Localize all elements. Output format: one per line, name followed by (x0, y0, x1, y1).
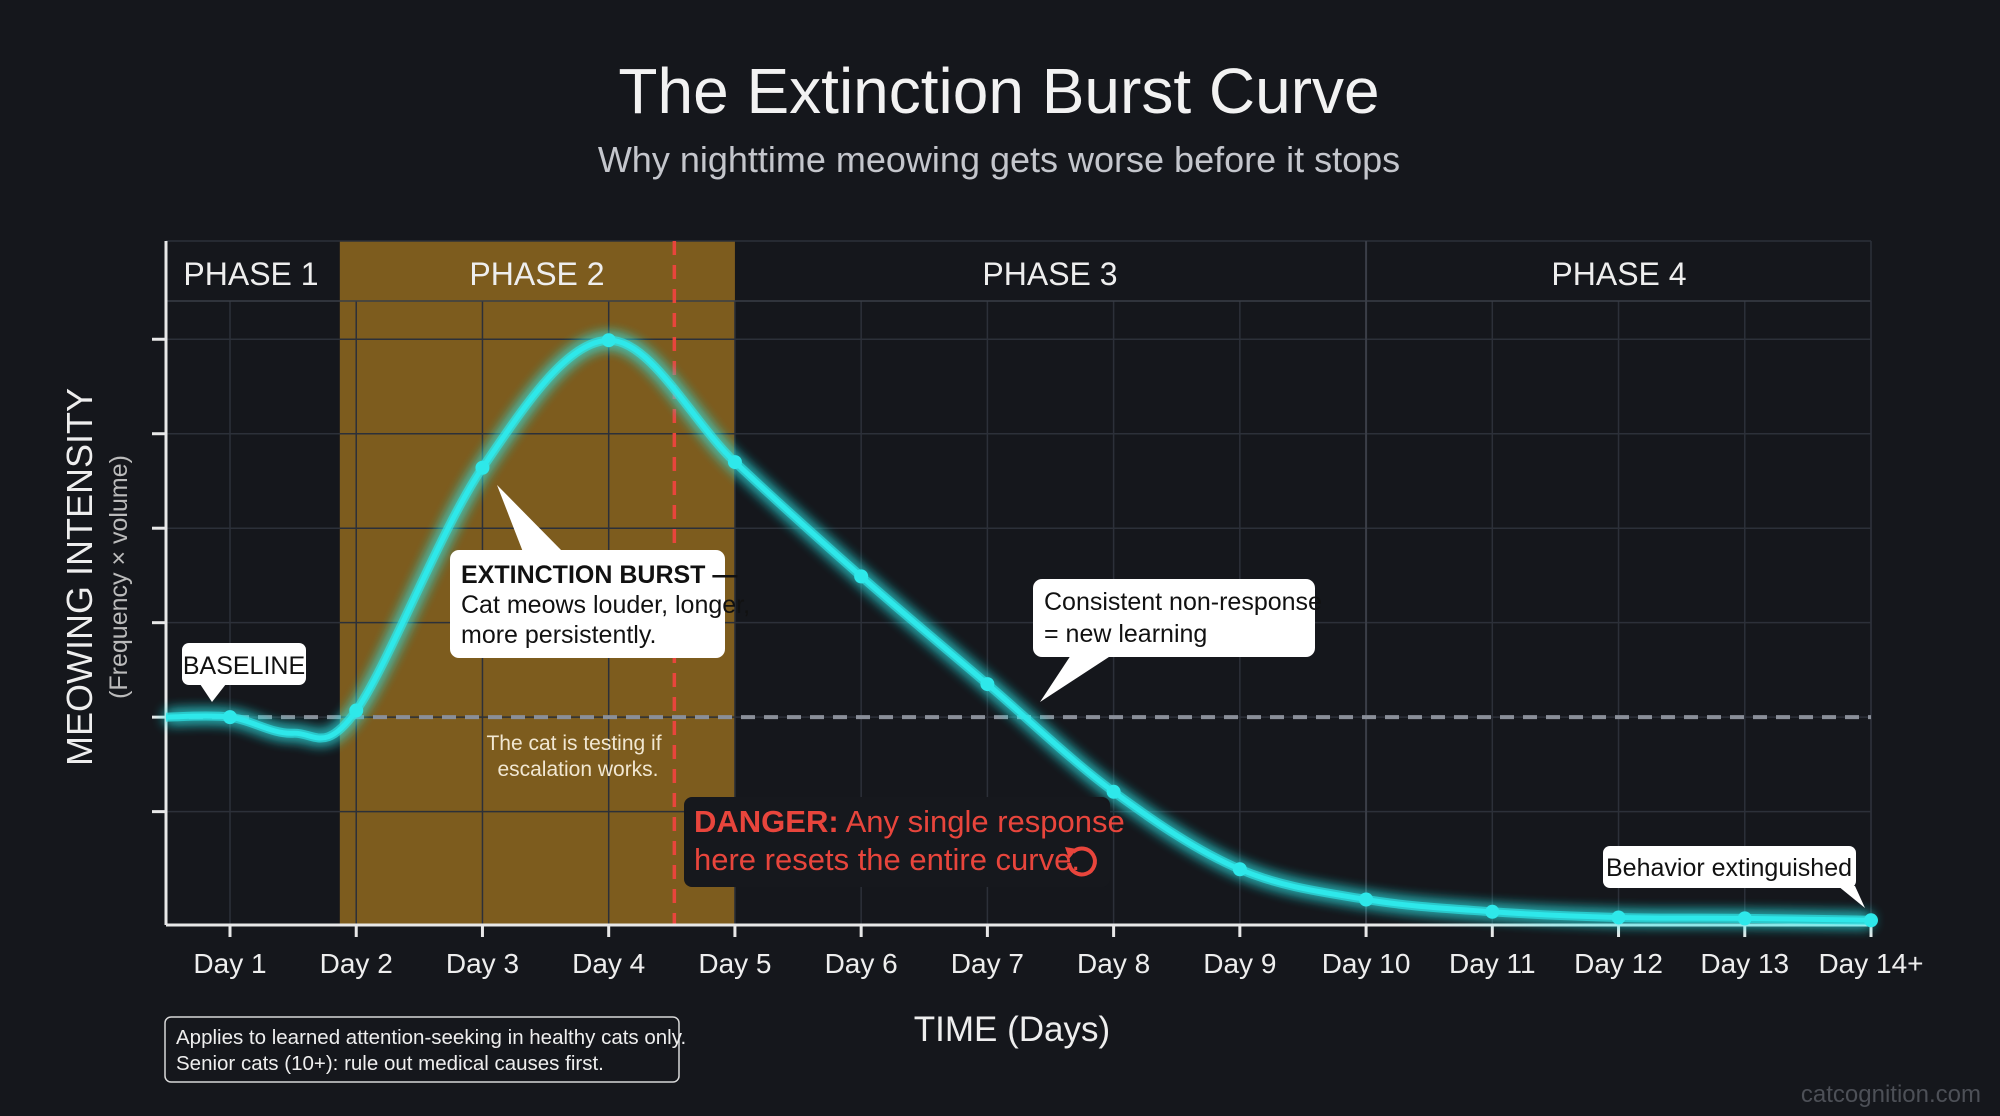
x-tick-label: Day 14+ (1818, 948, 1923, 979)
data-point (727, 455, 742, 470)
data-points (223, 333, 1878, 928)
danger-text-1: Any single response (846, 804, 1125, 839)
burst-title: EXTINCTION BURST — (461, 561, 737, 589)
data-point (1864, 913, 1878, 928)
x-tick-label: Day 7 (951, 948, 1024, 979)
baseline-callout: BASELINE (182, 643, 306, 702)
data-point (1106, 784, 1121, 799)
data-point (601, 333, 616, 348)
data-point (980, 677, 995, 692)
x-tick-label: Day 5 (698, 948, 771, 979)
disclaimer-note: Applies to learned attention-seeking in … (164, 1016, 686, 1083)
x-tick-label: Day 8 (1077, 948, 1150, 979)
x-tick-label: Day 3 (446, 948, 519, 979)
x-tick-label: Day 11 (1449, 948, 1536, 979)
phase-2-label: PHASE 2 (469, 256, 604, 292)
phase-4-label: PHASE 4 (1551, 256, 1686, 292)
x-tick-label: Day 10 (1322, 948, 1411, 979)
data-point (475, 460, 490, 475)
phase-labels: PHASE 1 PHASE 2 PHASE 3 PHASE 4 (183, 256, 1686, 292)
x-tick-label: Day 2 (320, 948, 393, 979)
x-ticks: Day 1 Day 2 Day 3 Day 4 Day 5 Day 6 Day 7 Day 8… (193, 925, 1924, 979)
data-point (1485, 904, 1500, 919)
x-tick-label: Day 4 (572, 948, 645, 979)
extinguished-text: Behavior extinguished (1606, 854, 1852, 882)
danger-label: DANGER: (694, 804, 839, 839)
data-point (854, 569, 869, 584)
testing-line-2: escalation works. (497, 758, 658, 781)
extinguished-callout: Behavior extinguished (1603, 846, 1865, 908)
data-point (1611, 910, 1626, 925)
chart-title: The Extinction Burst Curve (618, 55, 1379, 127)
watermark: catcognition.com (1801, 1081, 1981, 1108)
data-point (223, 710, 237, 725)
consistent-callout: Consistent non-response = new learning (1033, 579, 1322, 702)
danger-line-2: here resets the entire curve. (694, 842, 1080, 877)
consistent-line-1: Consistent non-response (1044, 588, 1322, 616)
x-tick-label: Day 9 (1203, 948, 1276, 979)
testing-note: The cat is testing if escalation works. (486, 732, 661, 781)
data-point (1737, 911, 1752, 926)
testing-line-1: The cat is testing if (486, 732, 661, 755)
extinction-burst-callout: EXTINCTION BURST — Cat meows louder, lon… (450, 485, 750, 658)
phase-3-label: PHASE 3 (982, 256, 1117, 292)
x-tick-label: Day 13 (1700, 948, 1789, 979)
note-line-2: Senior cats (10+): rule out medical caus… (176, 1052, 604, 1075)
y-ticks (152, 337, 166, 814)
reset-arrow-icon (1065, 846, 1097, 877)
note-line-1: Applies to learned attention-seeking in … (176, 1026, 686, 1049)
y-axis-sublabel: (Frequency × volume) (105, 455, 133, 699)
data-point (1232, 862, 1247, 877)
x-tick-label: Day 1 (193, 948, 266, 979)
danger-callout: DANGER: Any single response here resets … (684, 797, 1125, 887)
consistent-line-2: = new learning (1044, 620, 1207, 648)
x-tick-label: Day 6 (825, 948, 898, 979)
baseline-callout-text: BASELINE (183, 652, 305, 680)
phase-1-label: PHASE 1 (183, 256, 318, 292)
y-axis-label: MEOWING INTENSITY (59, 388, 100, 766)
danger-line-1: DANGER: Any single response (694, 804, 1125, 839)
chart-subtitle: Why nighttime meowing gets worse before … (598, 139, 1400, 180)
burst-line-2: more persistently. (461, 621, 656, 649)
data-point (1359, 892, 1374, 907)
burst-line-1: Cat meows louder, longer, (461, 591, 750, 619)
data-point (349, 703, 364, 718)
x-axis-label: TIME (Days) (914, 1010, 1110, 1049)
x-tick-label: Day 12 (1574, 948, 1663, 979)
